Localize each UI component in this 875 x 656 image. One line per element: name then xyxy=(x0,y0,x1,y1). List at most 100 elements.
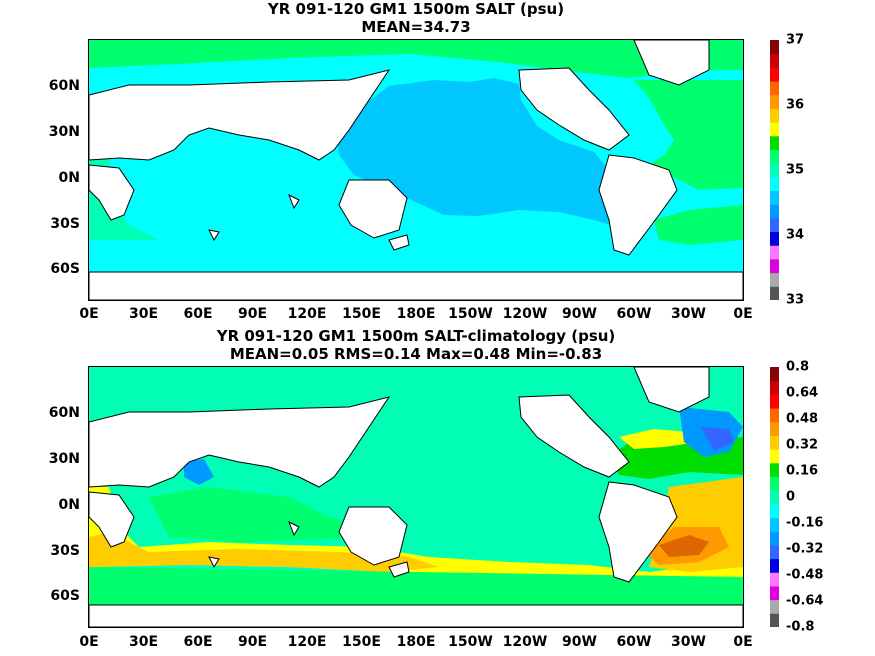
colorbar-swatch xyxy=(770,135,779,150)
chart2-x-tick: 120E xyxy=(287,634,327,650)
chart2-colorbar-label: 0.8 xyxy=(786,359,810,375)
chart1-colorbar xyxy=(770,40,779,300)
colorbar-swatch xyxy=(770,476,779,491)
colorbar-swatch xyxy=(770,245,779,260)
chart2-colorbar-label: -0.48 xyxy=(786,567,824,583)
colorbar-swatch xyxy=(770,490,779,505)
colorbar-swatch xyxy=(770,231,779,246)
chart1-map xyxy=(89,40,743,300)
colorbar-swatch xyxy=(770,217,779,233)
chart1-y-tick: 60N xyxy=(48,77,80,94)
chart1-title: YR 091-120 GM1 1500m SALT (psu) xyxy=(267,0,565,18)
chart2-x-tick: 30E xyxy=(128,634,159,650)
chart1-region-north-atlantic xyxy=(634,80,743,190)
chart1-y-tick: 30S xyxy=(50,215,80,232)
chart2-title: YR 091-120 GM1 1500m SALT-climatology (p… xyxy=(216,327,616,345)
colorbar-swatch xyxy=(770,544,779,560)
colorbar-swatch xyxy=(770,558,779,573)
chart2-region-north-atlantic-yellow xyxy=(619,429,699,449)
chart2-x-tick: 0E xyxy=(733,634,753,650)
chart1-colorbar-svg xyxy=(770,40,779,300)
chart2-colorbar-label: -0.32 xyxy=(786,541,824,557)
colorbar-swatch xyxy=(770,613,779,627)
chart2-colorbar-svg xyxy=(770,367,779,627)
colorbar-swatch xyxy=(770,503,779,519)
colorbar-swatch xyxy=(770,40,779,55)
chart2-map-panel xyxy=(88,366,744,628)
chart2-y-tick: 30S xyxy=(50,542,80,559)
colorbar-swatch xyxy=(770,272,779,287)
chart2-map xyxy=(89,367,743,627)
chart2-region-south-atlantic-deep xyxy=(659,535,709,557)
chart1-x-tick: 60W xyxy=(616,306,652,322)
chart2-x-tick: 150E xyxy=(342,634,381,650)
chart2-colorbar-label: 0.16 xyxy=(786,463,819,479)
colorbar-swatch xyxy=(770,435,779,450)
colorbar-swatch xyxy=(770,367,779,382)
chart1-y-tick: 30N xyxy=(48,123,80,140)
chart2-y-tick: 0N xyxy=(58,496,80,513)
chart2-region-labrador-core xyxy=(701,427,734,451)
chart2-x-tick: 30W xyxy=(671,634,706,650)
chart1-x-tick: 60E xyxy=(183,306,213,322)
colorbar-swatch xyxy=(770,94,779,109)
chart2-x-tick: 90W xyxy=(562,634,597,650)
colorbar-swatch xyxy=(770,286,779,300)
colorbar-swatch xyxy=(770,108,779,123)
colorbar-swatch xyxy=(770,517,779,532)
chart2-region-southern-orange xyxy=(89,532,439,572)
chart1-x-tick: 150E xyxy=(342,306,381,322)
colorbar-swatch xyxy=(770,449,779,464)
chart1-colorbar-label: 34 xyxy=(786,227,805,243)
chart1-land xyxy=(89,40,743,300)
chart2-colorbar-label: 0 xyxy=(786,489,796,505)
chart2-x-tick: 120W xyxy=(502,634,548,650)
colorbar-swatch xyxy=(770,380,779,395)
chart2-y-tick: 30N xyxy=(48,450,80,467)
chart1-region-pacific xyxy=(337,78,614,225)
chart1-x-tick: 30W xyxy=(671,306,706,322)
chart1-colorbar-label: 33 xyxy=(786,292,805,308)
colorbar-swatch xyxy=(770,258,779,274)
colorbar-swatch xyxy=(770,572,779,587)
chart2-x-tick: 60E xyxy=(183,634,213,650)
chart2-colorbar-label: 0.48 xyxy=(786,411,819,427)
chart2-colorbar-label: -0.64 xyxy=(786,593,824,609)
chart2-y-tick: 60S xyxy=(50,588,80,605)
colorbar-swatch xyxy=(770,585,779,601)
chart1-y-tick: 60S xyxy=(50,261,80,278)
colorbar-swatch xyxy=(770,53,779,68)
colorbar-swatch xyxy=(770,176,779,192)
chart2-region-arctic xyxy=(89,367,743,397)
chart2-colorbar-label: -0.16 xyxy=(786,515,824,531)
chart1-x-tick: 0E xyxy=(79,306,99,322)
chart1-region-arctic xyxy=(89,40,743,78)
chart1-subtitle: MEAN=34.73 xyxy=(361,18,471,36)
chart2-colorbar-label: 0.32 xyxy=(786,437,819,453)
chart1-colorbar-label: 37 xyxy=(786,32,805,48)
chart2-region-southern-strip xyxy=(89,567,743,605)
chart2-x-tick: 150W xyxy=(448,634,493,650)
colorbar-swatch xyxy=(770,204,779,219)
chart2-x-tick: 0E xyxy=(79,634,99,650)
chart2-land xyxy=(89,367,743,627)
chart1-x-tick: 150W xyxy=(448,306,493,322)
chart1-x-tick: 180E xyxy=(396,306,436,322)
chart1-x-tick: 30E xyxy=(128,306,159,322)
chart2-subtitle: MEAN=0.05 RMS=0.14 Max=0.48 Min=-0.83 xyxy=(229,345,603,363)
chart1-colorbar-label: 36 xyxy=(786,97,805,113)
colorbar-swatch xyxy=(770,421,779,436)
chart1-x-tick: 120W xyxy=(502,306,548,322)
colorbar-swatch xyxy=(770,122,779,137)
colorbar-swatch xyxy=(770,408,779,423)
chart2-x-tick: 180E xyxy=(396,634,436,650)
colorbar-swatch xyxy=(770,163,779,178)
chart1-x-tick: 0E xyxy=(733,306,753,322)
colorbar-swatch xyxy=(770,599,779,614)
chart2-colorbar xyxy=(770,367,779,627)
colorbar-swatch xyxy=(770,81,779,96)
chart1-islands xyxy=(208,193,410,251)
chart1-colorbar-label: 35 xyxy=(786,162,805,178)
chart2-x-tick: 90E xyxy=(237,634,268,650)
chart2-islands xyxy=(208,520,410,578)
